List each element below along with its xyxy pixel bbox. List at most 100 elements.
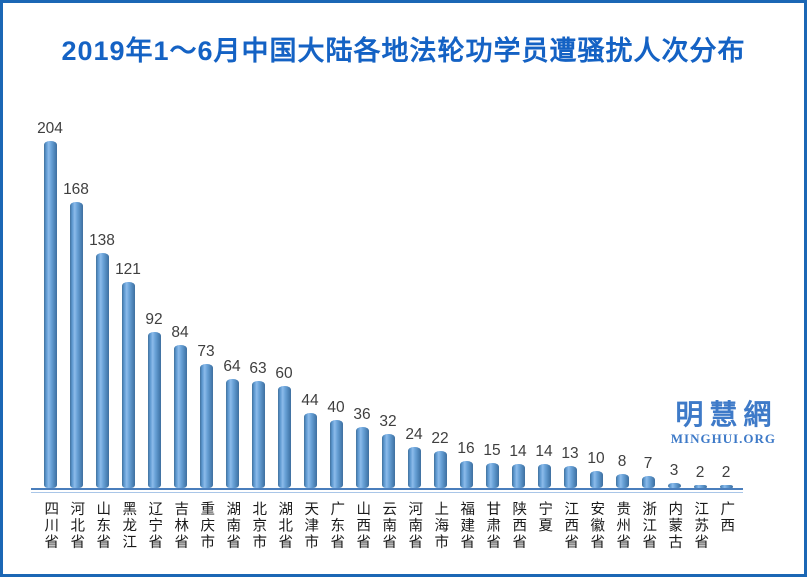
bar (719, 484, 733, 488)
minghui-logo-url: MINGHUI.ORG (670, 431, 776, 446)
x-axis-label-cell: 辽宁省 (141, 501, 167, 551)
x-axis-label: 河南省 (406, 501, 423, 551)
bar (459, 460, 473, 488)
bar-value-label: 40 (327, 398, 345, 416)
bar (251, 380, 265, 488)
x-axis-label: 辽宁省 (146, 501, 163, 551)
bar-column: 121 (115, 101, 141, 488)
bar-value-label: 14 (509, 443, 527, 461)
x-axis-label-cell: 山西省 (349, 501, 375, 551)
x-axis-label-cell: 山东省 (89, 501, 115, 551)
bar (563, 465, 577, 488)
bar-value-label: 73 (197, 342, 215, 360)
bar-value-label: 138 (89, 232, 115, 250)
bar (667, 482, 681, 488)
x-axis-label: 北京市 (250, 501, 267, 551)
bar-value-label: 84 (171, 324, 189, 342)
x-axis-label-cell: 四川省 (37, 501, 63, 551)
minghui-logo-text: 明慧網 (675, 399, 778, 430)
bar-value-label: 36 (353, 405, 371, 423)
bar (355, 426, 369, 488)
x-axis-label: 江苏省 (692, 501, 709, 551)
x-axis-labels: 四川省 河北省 山东省 黑龙江 辽宁省 吉林省 重庆市 湖南省 北京市 湖北省 天津市 广东省 山西省云… (37, 501, 739, 551)
bar (173, 345, 187, 488)
bar (121, 282, 135, 488)
bar (693, 484, 707, 488)
bar-column: 84 (167, 101, 193, 488)
x-axis-label-cell: 北京市 (245, 501, 271, 551)
bar-column: 168 (63, 101, 89, 488)
x-axis-label-cell: 天津市 (297, 501, 323, 551)
x-axis-label: 内蒙古 (666, 501, 683, 551)
x-axis-line (31, 488, 743, 493)
bar-column: 16 (453, 101, 479, 488)
x-axis-label-cell: 上海市 (427, 501, 453, 551)
x-axis-label: 黑龙江 (120, 501, 137, 551)
x-axis-label: 吉林省 (172, 501, 189, 551)
bar (537, 464, 551, 488)
bar-column: 8 (609, 101, 635, 488)
bar-column: 14 (531, 101, 557, 488)
x-axis-label-cell: 安徽省 (583, 501, 609, 551)
x-axis-label: 宁夏 (536, 501, 553, 534)
bar (225, 379, 239, 488)
bar-value-label: 14 (535, 443, 553, 461)
x-axis-label-cell: 内蒙古 (661, 501, 687, 551)
bar (511, 464, 525, 488)
x-axis-label: 浙江省 (640, 501, 657, 551)
x-axis-label: 云南省 (380, 501, 397, 551)
bars-area: 204 168 138 121 92 84 73 64 63 60 44 40 36 32 24 22 16 15… (37, 101, 739, 488)
x-axis-label-cell: 河北省 (63, 501, 89, 551)
x-axis-label-cell: 贵州省 (609, 501, 635, 551)
bar-value-label: 10 (587, 450, 605, 467)
bar-column: 13 (557, 101, 583, 488)
x-axis-label: 江西省 (562, 501, 579, 551)
bar-value-label: 63 (249, 359, 267, 377)
bar-column: 10 (583, 101, 609, 488)
x-axis-label-cell: 甘肃省 (479, 501, 505, 551)
bar-value-label: 44 (301, 392, 319, 410)
bar (95, 253, 109, 488)
bar-value-label: 24 (405, 426, 423, 444)
bar (277, 385, 291, 488)
bar-value-label: 15 (483, 441, 501, 459)
bar-column: 32 (375, 101, 401, 488)
bar-value-label: 22 (431, 429, 449, 447)
x-axis-label-cell: 吉林省 (167, 501, 193, 551)
x-axis-label-cell: 湖南省 (219, 501, 245, 551)
x-axis-label: 广东省 (328, 501, 345, 551)
x-axis-label: 河北省 (68, 501, 85, 551)
bar-value-label: 32 (379, 412, 397, 430)
bar-column: 7 (635, 101, 661, 488)
bar-column: 36 (349, 101, 375, 488)
bar (615, 474, 629, 488)
bar (641, 476, 655, 488)
bar (407, 447, 421, 488)
bar-column: 44 (297, 101, 323, 488)
bar-column: 3 (661, 101, 687, 488)
x-axis-label-cell: 黑龙江 (115, 501, 141, 551)
bar-value-label: 60 (275, 364, 293, 382)
bar-value-label: 7 (643, 455, 653, 473)
bar-column: 60 (271, 101, 297, 488)
x-axis-label-cell: 陕西省 (505, 501, 531, 551)
bar-value-label: 92 (145, 310, 163, 328)
x-axis-label: 天津市 (302, 501, 319, 551)
bar-value-label: 168 (63, 181, 89, 199)
bar-value-label: 2 (695, 463, 705, 481)
x-axis-label: 安徽省 (588, 501, 605, 551)
bar (329, 419, 343, 488)
bar-value-label: 16 (457, 439, 475, 457)
bar-value-label: 204 (37, 120, 63, 137)
x-axis-label: 甘肃省 (484, 501, 501, 551)
bar (199, 363, 213, 488)
x-axis-label-cell: 重庆市 (193, 501, 219, 551)
bar (147, 331, 161, 488)
bar-column: 63 (245, 101, 271, 488)
bar-column: 204 (37, 101, 63, 488)
bar-column: 24 (401, 101, 427, 488)
x-axis-label: 广西 (718, 501, 735, 534)
x-axis-label-cell: 广西 (713, 501, 739, 534)
x-axis-label: 山东省 (94, 501, 111, 551)
